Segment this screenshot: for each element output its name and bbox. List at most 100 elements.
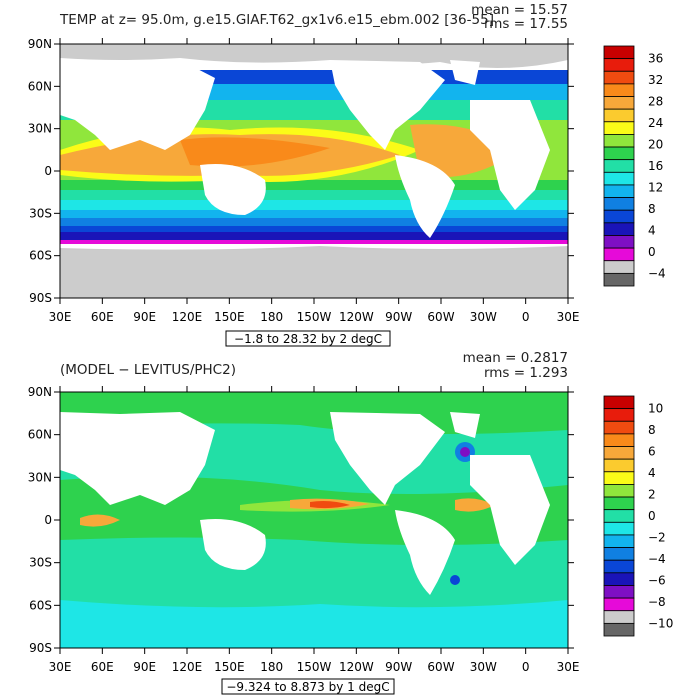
bottom-lon-label: 120W (339, 660, 374, 674)
bottom-lat-label: 30S (29, 556, 52, 570)
bottom-colorbar-swatch (603, 547, 635, 561)
bottom-colorbar-swatch (603, 610, 635, 624)
top-colorbar-swatch (603, 184, 635, 198)
top-warm-core (180, 137, 330, 167)
top-colorbar-swatch (603, 247, 635, 262)
bottom-colorbar-swatch (603, 471, 635, 485)
top-lat-label: 0 (44, 164, 52, 178)
bottom-axes: 90N 60N 30N 0 30S 60S 90S 30E 60E 90E 120E 150E 180 1… (28, 385, 580, 674)
top-lon-label: 0 (522, 310, 530, 324)
bottom-pacific-core (310, 501, 350, 509)
top-colorbar-swatch (603, 235, 635, 249)
bottom-colorbar-label: −6 (648, 573, 666, 587)
top-colorbar: 36 32 28 24 20 16 12 8 4 0 −4 (603, 45, 666, 287)
bottom-colorbar-swatch (603, 572, 635, 586)
bottom-colorbar-swatch (603, 408, 635, 422)
top-lon-label: 180 (260, 310, 283, 324)
top-lon-label: 120E (172, 310, 203, 324)
bottom-lon-label: 60E (91, 660, 114, 674)
top-lat-label: 30S (29, 206, 52, 220)
top-colorbar-swatch (603, 134, 635, 148)
bottom-colorbar-label: 8 (648, 423, 656, 437)
top-lat-label: 60N (28, 79, 52, 93)
top-colorbar-swatch (603, 260, 635, 274)
bottom-southern-region (60, 600, 568, 648)
top-colorbar-swatch (603, 121, 635, 135)
top-colorbar-label: 32 (648, 73, 663, 87)
top-range-note: −1.8 to 28.32 by 2 degC (234, 332, 382, 346)
top-colorbar-label: 12 (648, 180, 663, 194)
top-band (60, 180, 568, 190)
bottom-lon-label: 60W (427, 660, 454, 674)
bottom-north-atlantic-anomaly (460, 447, 470, 457)
bottom-atlantic-anomaly (455, 498, 495, 512)
top-colorbar-swatch (603, 209, 635, 224)
bottom-colorbar-swatch (603, 559, 635, 574)
bottom-colorbar-swatch (603, 446, 635, 460)
bottom-lat-label: 60N (28, 428, 52, 442)
bottom-indian-anomaly (80, 514, 120, 527)
top-colorbar-label: 8 (648, 202, 656, 216)
top-land-africa (470, 100, 550, 210)
top-colorbar-label: 24 (648, 116, 663, 130)
bottom-land-australia (200, 519, 266, 570)
bottom-colorbar-swatch (603, 622, 635, 637)
top-band (60, 200, 568, 210)
top-panel: TEMP at z= 95.0m, g.e15.GIAF.T62_gx1v6.e… (28, 2, 666, 347)
bottom-land-north-america (330, 412, 445, 505)
bottom-colorbar-label: 10 (648, 402, 663, 416)
top-missing-arctic (60, 44, 568, 69)
bottom-map (60, 392, 568, 648)
top-lat-label: 90N (28, 37, 52, 51)
bottom-lon-label: 30E (557, 660, 580, 674)
top-axes: 90N 60N 30N 0 30S 60S 90S 30E 60E 90E 120E 150E 180 1… (28, 37, 580, 324)
top-colorbar-swatch (603, 45, 635, 60)
bottom-colorbar-label: 4 (648, 466, 656, 480)
top-band (60, 218, 568, 226)
top-mean: mean = 15.57 (471, 2, 568, 18)
top-lat-label: 30N (28, 122, 52, 136)
bottom-rms: rms = 1.293 (484, 365, 568, 381)
bottom-colorbar-swatch (603, 420, 635, 435)
top-land-australia (200, 164, 266, 215)
bottom-colorbar-label: 2 (648, 488, 656, 502)
top-lat-label: 60S (29, 249, 52, 263)
top-colorbar-swatch (603, 70, 635, 85)
bottom-lon-label: 150W (297, 660, 332, 674)
top-lon-label: 150W (297, 310, 332, 324)
top-colorbar-swatch (603, 171, 635, 186)
top-lon-label: 30E (49, 310, 72, 324)
top-colorbar-swatch (603, 159, 635, 173)
top-colorbar-swatch (603, 83, 635, 97)
top-band (60, 240, 568, 244)
top-colorbar-swatch (603, 58, 635, 72)
bottom-land-greenland (450, 412, 480, 438)
top-lon-label: 30W (470, 310, 497, 324)
bottom-lon-label: 0 (522, 660, 530, 674)
bottom-lat-label: 90N (28, 385, 52, 399)
bottom-range-note: −9.324 to 8.873 by 1 degC (226, 680, 389, 694)
top-band (60, 232, 568, 240)
top-lon-label: 90E (133, 310, 156, 324)
bottom-colorbar-swatch (603, 458, 635, 473)
top-colorbar-swatch (603, 146, 635, 161)
top-lon-label: 30E (557, 310, 580, 324)
bottom-colorbar-label: −2 (648, 530, 666, 544)
top-colorbar-label: 16 (648, 159, 663, 173)
top-band (60, 190, 568, 200)
top-lon-label: 60W (427, 310, 454, 324)
top-colorbar-label: 0 (648, 245, 656, 259)
top-band (60, 226, 568, 232)
bottom-land-south-america (395, 510, 455, 595)
top-rms: rms = 17.55 (484, 16, 568, 32)
top-colorbar-label: 28 (648, 95, 663, 109)
top-colorbar-swatch (603, 222, 635, 236)
top-colorbar-label: 20 (648, 138, 663, 152)
bottom-colorbar-label: 0 (648, 509, 656, 523)
top-colorbar-swatch (603, 272, 635, 287)
top-missing-antarctic (60, 246, 568, 298)
bottom-land-eurasia (60, 412, 215, 505)
bottom-colorbar-swatch (603, 585, 635, 599)
bottom-colorbar-swatch (603, 433, 635, 447)
top-lon-label: 120W (339, 310, 374, 324)
